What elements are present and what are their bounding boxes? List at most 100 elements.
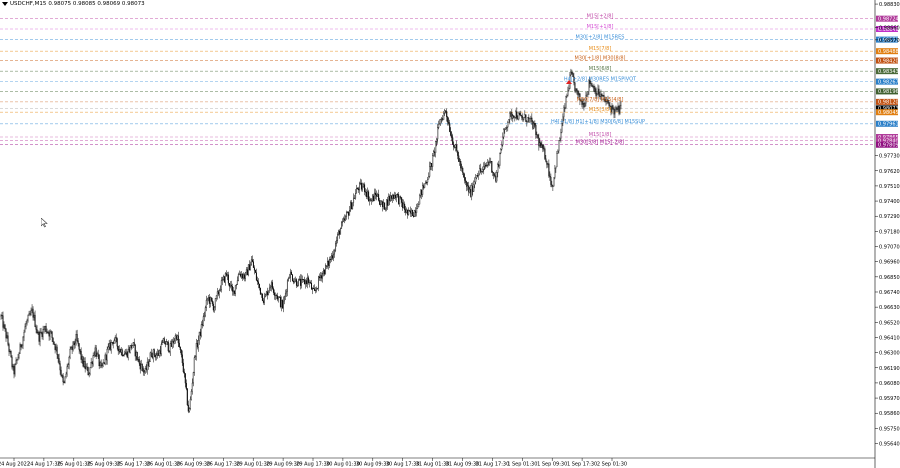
candle-body [269,286,271,289]
candle-body [161,342,163,345]
candle-body [598,88,600,97]
candle-body [377,194,379,197]
candle-body [112,342,114,344]
candle-body [70,347,72,350]
price-tick-label: 0.96850 [879,275,900,281]
candle-body [404,203,406,210]
candle-body [358,188,360,191]
candle-body [363,184,365,188]
candle-body [430,163,432,167]
candle-body [565,96,567,109]
candle-body [196,343,198,348]
candle-body [268,287,270,291]
candle-body [143,371,145,373]
candle-body [64,376,66,383]
candle-body [526,121,528,123]
price-level-badge-text: 0.98724 [878,16,899,22]
candle-body [305,280,307,285]
dropdown-triangle-icon[interactable] [2,2,8,6]
price-tick-label: 0.97180 [879,229,900,235]
candle-body [499,152,501,166]
candle-body [73,341,75,346]
candle-body [355,193,357,199]
candle-body [549,175,551,178]
candle-body [481,171,483,172]
candle-body [493,172,495,176]
candle-body [604,99,606,102]
candle-body [188,408,190,412]
candle-body [174,335,176,342]
price-level-badge [876,109,898,116]
candle-body [457,150,459,156]
time-tick-label: 31 Aug 09:30 [446,462,480,468]
candle-body [330,259,332,260]
candle-body [342,221,344,223]
candle-body [142,368,144,373]
candle-body [212,303,214,311]
candle-body [562,116,564,124]
candle-body [504,128,506,130]
price-tick-label: 0.97620 [879,169,900,175]
candle-body [366,192,368,197]
candle-body [175,335,177,340]
candle-body [236,280,238,285]
candle-body [423,185,425,188]
candle-body [162,338,164,343]
candle-body [413,215,415,218]
candle-body [422,185,424,195]
price-tick-label: 0.97510 [879,184,900,190]
candle-body [27,315,29,321]
candle-body [616,107,618,110]
price-tick-label: 0.95860 [879,411,900,417]
candle-body [324,269,326,275]
candle-body [416,207,418,213]
candle-body [253,267,255,271]
candle-body [52,337,54,343]
candle-body [31,308,33,311]
candle-body [150,352,152,357]
symbol-title[interactable]: USDCHF,M15 0.98075 0.98085 0.98069 0.980… [2,1,145,7]
candle-body [110,342,112,350]
candle-body [18,353,20,358]
ohlc-readout: 0.98075 0.98085 0.98069 0.98073 [48,1,145,7]
candle-body [5,328,7,339]
candle-body [282,300,284,309]
candle-body [167,341,169,352]
candle-body [597,88,599,95]
price-tick-label: 0.96960 [879,260,900,266]
candle-body [443,112,445,120]
candle-body [442,118,444,120]
candle-body [244,272,246,279]
candle-body [62,375,64,383]
time-tick-label: 26 Aug 17:30 [206,462,240,468]
candle-body [218,290,220,295]
candle-body [465,180,467,183]
price-tick-label: 0.98570 [879,38,900,44]
candle-body [3,324,5,328]
candle-body [23,332,25,338]
candle-body [138,359,140,364]
candle-body [338,230,340,235]
time-tick-label: 30 Aug 09:30 [356,462,390,468]
candle-body [86,366,88,368]
price-level-badge [876,98,898,105]
candle-body [319,276,321,279]
candle-body [570,72,572,76]
candle-body [608,102,610,106]
candle-body [514,116,516,118]
candle-body [408,210,410,215]
candle-body [126,351,128,358]
price-level-badge [876,88,898,95]
candle-body [550,176,552,185]
candle-body [506,126,508,128]
candle-body [262,300,264,303]
candle-body [146,361,148,371]
candle-body [273,292,275,296]
candle-body [250,259,252,266]
candle-body [450,131,452,136]
candle-body [586,94,588,96]
candle-body [510,112,512,114]
price-level-badge-text: 0.98572 [878,37,899,43]
price-tick-label: 0.98660 [879,25,900,31]
